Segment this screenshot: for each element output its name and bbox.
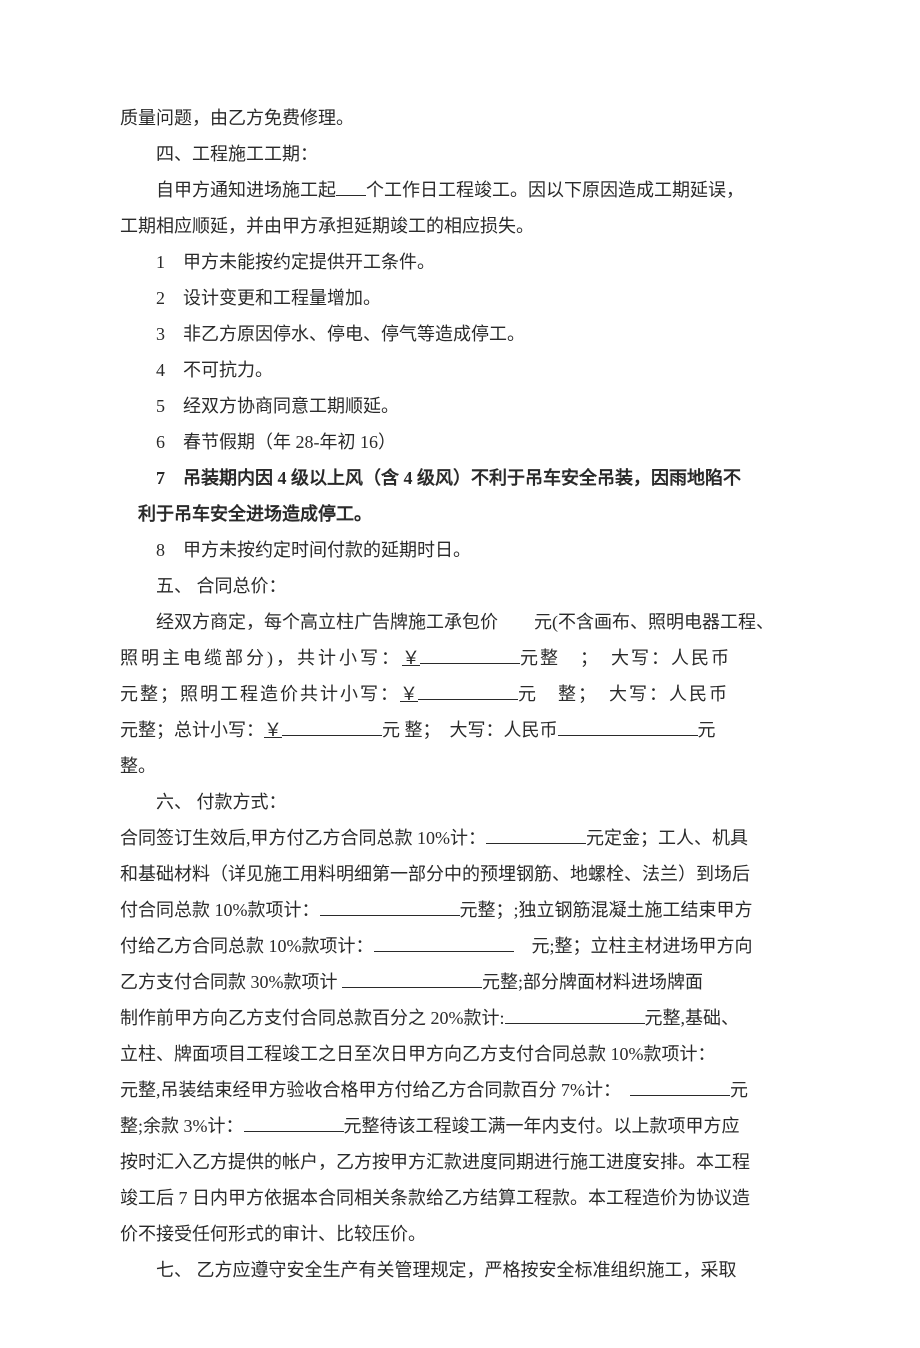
sec5-l3a: 元整；照明工程造价共计小写：	[120, 684, 400, 704]
sec6-p4b: 元;整；立柱主材进场甲方向	[514, 936, 753, 956]
sec6-p5a: 乙方支付合同款 30%款项计	[120, 972, 342, 992]
sec4-item-8: 8 甲方未按约定时间付款的延期时日。	[120, 532, 800, 568]
sec6-p8a: 元整,吊装结束经甲方验收合格甲方付给乙方合同款百分 7%计：	[120, 1080, 630, 1100]
sec4-intro-a: 自甲方通知进场施工起	[156, 180, 336, 200]
sec5-title: 五、 合同总价：	[120, 568, 800, 604]
sec6-p10: 按时汇入乙方提供的帐户，乙方按甲方汇款进度同期进行施工进度安排。本工程	[120, 1144, 800, 1180]
sec4-intro-b: 个工作日工程竣工。因以下原因造成工期延误，	[366, 180, 744, 200]
sec6-p7: 立柱、牌面项目工程竣工之日至次日甲方向乙方支付合同总款 10%款项计：	[120, 1036, 800, 1072]
sec6-p4: 付给乙方合同总款 10%款项计： 元;整；立柱主材进场甲方向	[120, 928, 800, 964]
sec4-item-5: 5 经双方协商同意工期顺延。	[120, 388, 800, 424]
sec6-p1a: 合同签订生效后,甲方付乙方合同总款 10%计：	[120, 828, 486, 848]
sec6-p6a: 制作前甲方向乙方支付合同总款百分之 20%款计:	[120, 1008, 505, 1028]
sec6-p8b: 元	[730, 1080, 748, 1100]
sec6-p6: 制作前甲方向乙方支付合同总款百分之 20%款计: 元整,基础、	[120, 1000, 800, 1036]
blank-p4	[374, 933, 514, 952]
sec7: 七、 乙方应遵守安全生产有关管理规定，严格按安全标准组织施工，采取	[120, 1252, 800, 1288]
sec4-item-1: 1 甲方未能按约定提供开工条件。	[120, 244, 800, 280]
sec4-title: 四、工程施工工期：	[120, 136, 800, 172]
sec6-p8: 元整,吊装结束经甲方验收合格甲方付给乙方合同款百分 7%计： 元	[120, 1072, 800, 1108]
sec6-p6b: 元整,基础、	[645, 1008, 740, 1028]
sec6-p12: 价不接受任何形式的审计、比较压价。	[120, 1216, 800, 1252]
sec4-item-7b: 利于吊车安全进场造成停工。	[120, 496, 800, 532]
sec4-intro-line1: 自甲方通知进场施工起 个工作日工程竣工。因以下原因造成工期延误，	[120, 172, 800, 208]
blank-amount-2	[418, 681, 518, 700]
blank-amount-4	[558, 717, 698, 736]
sec6-p3: 付合同总款 10%款项计： 元整；;独立钢筋混凝土施工结束甲方	[120, 892, 800, 928]
sec6-title: 六、 付款方式：	[120, 784, 800, 820]
sec6-p5: 乙方支付合同款 30%款项计 元整;部分牌面材料进场牌面	[120, 964, 800, 1000]
sec6-p9a: 整;余款 3%计：	[120, 1116, 244, 1136]
sec4-intro-line2: 工期相应顺延，并由甲方承担延期竣工的相应损失。	[120, 208, 800, 244]
document-page: 质量问题，由乙方免费修理。 四、工程施工工期： 自甲方通知进场施工起 个工作日工程…	[0, 0, 920, 1348]
sec5-l3: 元整；照明工程造价共计小写：￥ 元 整； 大写：人民币	[120, 676, 800, 712]
sec5-l4a: 元整；总计小写：	[120, 720, 264, 740]
sec6-p9: 整;余款 3%计： 元整待该工程竣工满一年内支付。以上款项甲方应	[120, 1108, 800, 1144]
blank-p3	[320, 897, 460, 916]
yen-2: ￥	[400, 684, 418, 704]
sec6-p1b: 元定金；工人、机具	[586, 828, 748, 848]
blank-amount-3	[282, 717, 382, 736]
sec4-item-7a: 7 吊装期内因 4 级以上风（含 4 级风）不利于吊车安全吊装，因雨地陷不	[120, 460, 800, 496]
blank-p5	[342, 969, 482, 988]
sec6-p1: 合同签订生效后,甲方付乙方合同总款 10%计： 元定金；工人、机具	[120, 820, 800, 856]
sec5-l2b: 元整 ； 大写：人民币	[520, 648, 731, 668]
sec5-l1: 经双方商定，每个高立柱广告牌施工承包价 元(不含画布、照明电器工程、	[120, 604, 800, 640]
sec4-item-4: 4 不可抗力。	[120, 352, 800, 388]
sec5-l4c: 元	[698, 720, 716, 740]
yen-1: ￥	[402, 648, 420, 668]
blank-p9	[244, 1113, 344, 1132]
sec4-item-6: 6 春节假期（年 28-年初 16）	[120, 424, 800, 460]
blank-p1	[486, 825, 586, 844]
blank-amount-1	[420, 645, 520, 664]
sec6-p3b: 元整；;独立钢筋混凝土施工结束甲方	[460, 900, 753, 920]
sec6-p11: 竣工后 7 日内甲方依据本合同相关条款给乙方结算工程款。本工程造价为协议造	[120, 1180, 800, 1216]
yen-3: ￥	[264, 720, 282, 740]
sec4-item-3: 3 非乙方原因停水、停电、停气等造成停工。	[120, 316, 800, 352]
quality-line: 质量问题，由乙方免费修理。	[120, 100, 800, 136]
sec5-l4b: 元 整； 大写：人民币	[382, 720, 558, 740]
sec4-item-2: 2 设计变更和工程量增加。	[120, 280, 800, 316]
sec6-p9b: 元整待该工程竣工满一年内支付。以上款项甲方应	[344, 1116, 740, 1136]
sec5-l3b: 元 整； 大写：人民币	[518, 684, 729, 704]
sec5-l2a: 照明主电缆部分)，共计小写：	[120, 648, 402, 668]
sec6-p4a: 付给乙方合同总款 10%款项计：	[120, 936, 374, 956]
blank-days	[336, 177, 366, 196]
sec5-l2: 照明主电缆部分)，共计小写：￥ 元整 ； 大写：人民币	[120, 640, 800, 676]
sec6-p3a: 付合同总款 10%款项计：	[120, 900, 320, 920]
sec6-p5b: 元整;部分牌面材料进场牌面	[482, 972, 703, 992]
sec6-p2: 和基础材料（详见施工用料明细第一部分中的预埋钢筋、地螺栓、法兰）到场后	[120, 856, 800, 892]
blank-p6	[505, 1005, 645, 1024]
blank-p8	[630, 1077, 730, 1096]
sec5-l5: 整。	[120, 748, 800, 784]
sec5-l4: 元整；总计小写：￥ 元 整； 大写：人民币 元	[120, 712, 800, 748]
